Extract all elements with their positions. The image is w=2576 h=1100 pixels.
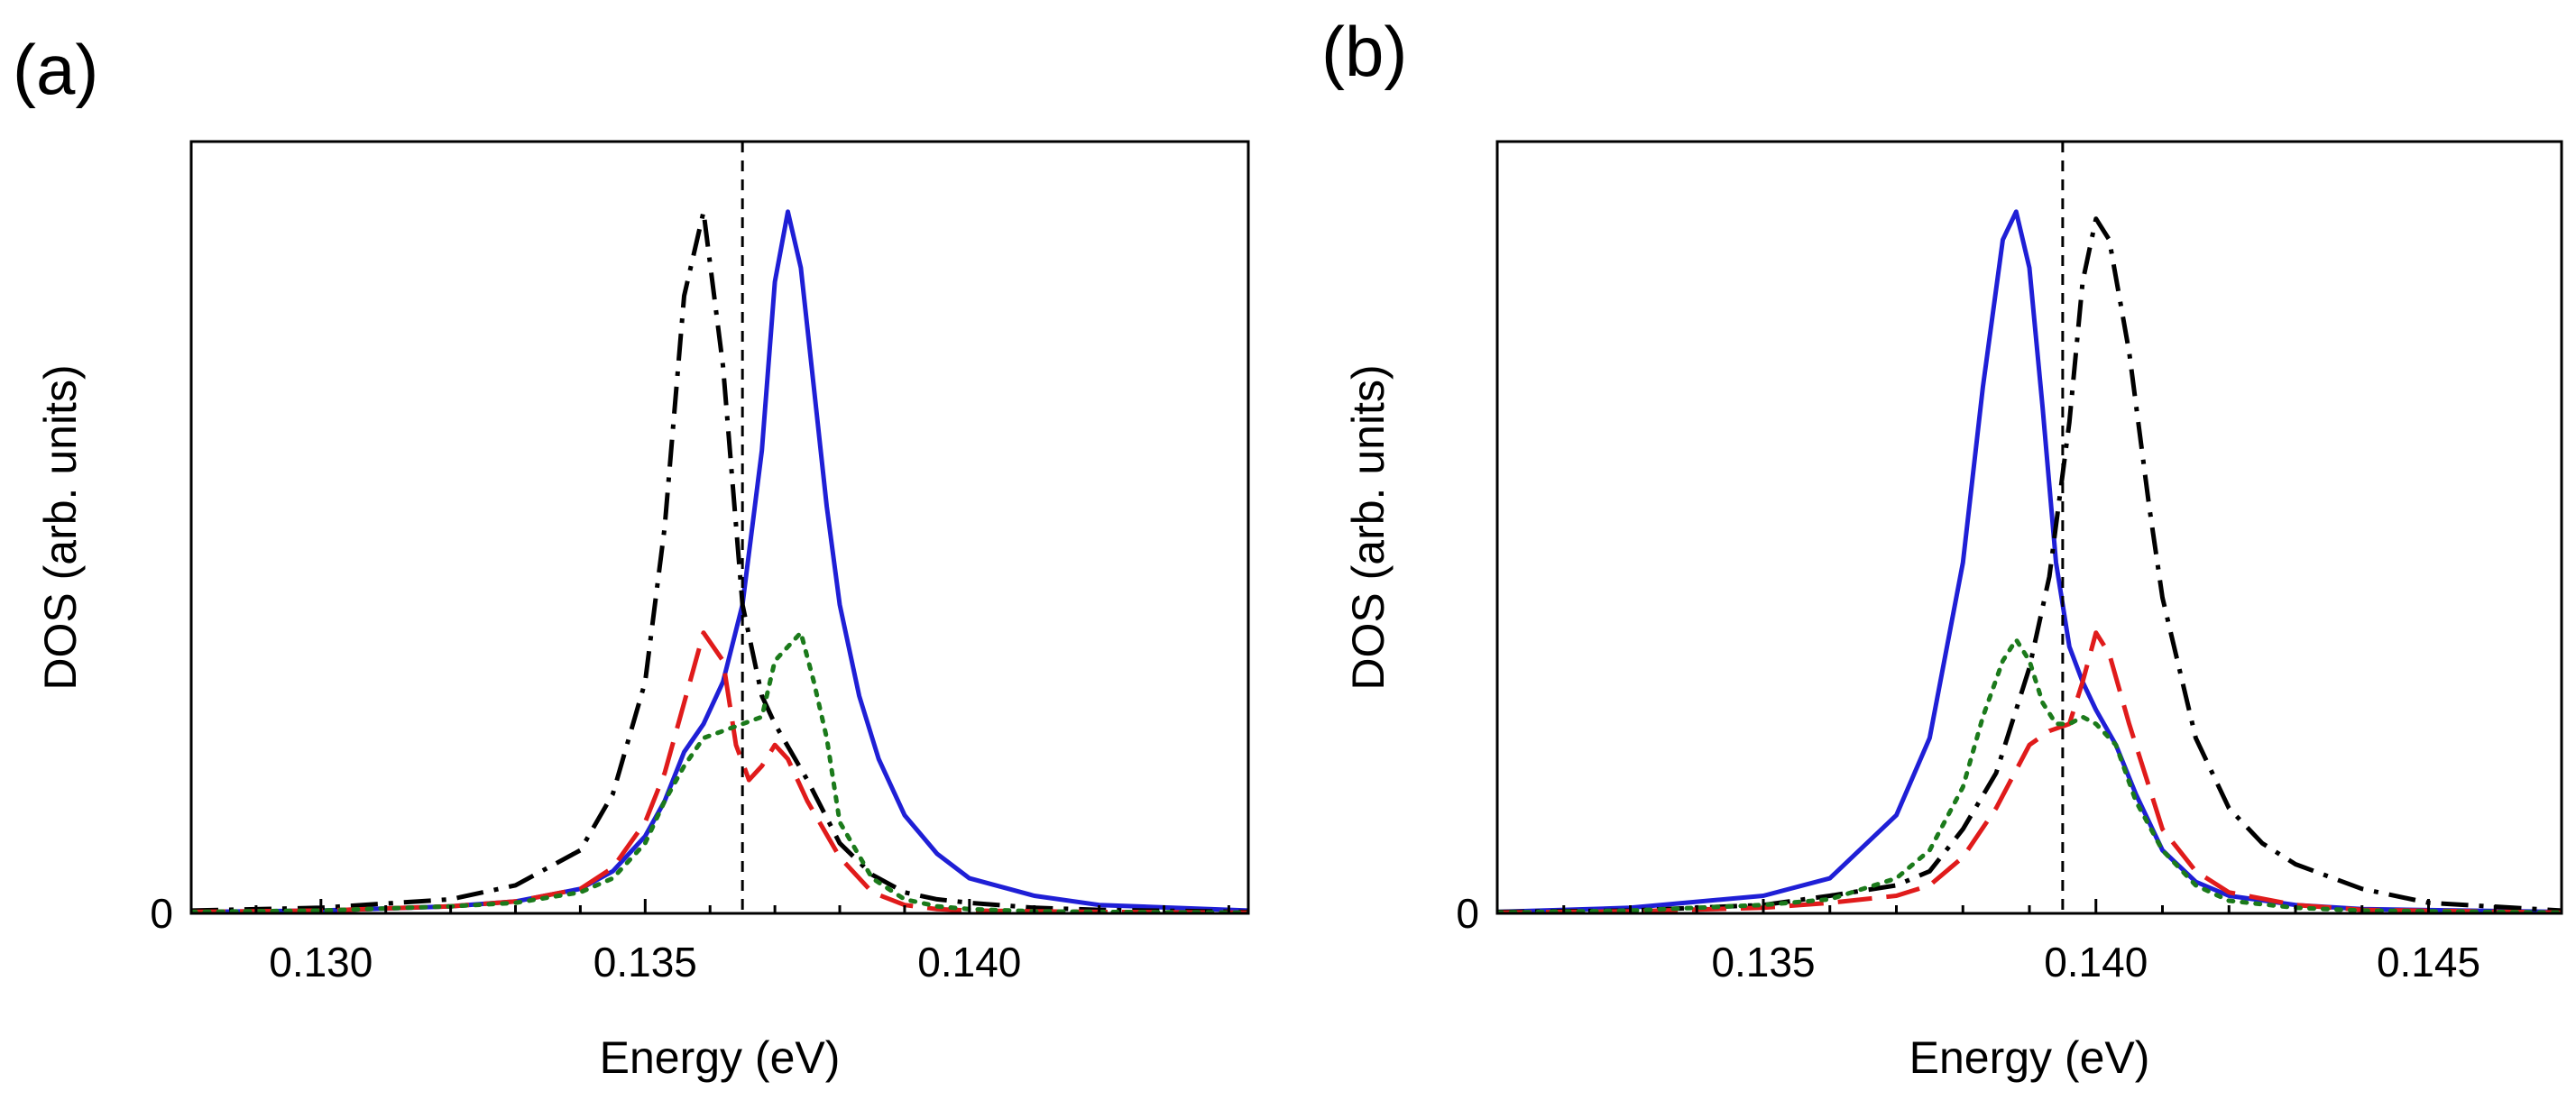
y-axis-title: DOS (arb. units) (1343, 364, 1394, 690)
x-axis-title: Energy (eV) (1909, 1032, 2150, 1083)
x-tick-label: 0.135 (1711, 939, 1815, 985)
panel-a: (a) 0.130 0.135 0.140 0 Energy (eV) DOS (arb. … (13, 30, 1250, 1083)
series-line-blue-solid (1497, 209, 2562, 913)
panel-label: (a) (13, 30, 98, 109)
series-line-blue-solid (191, 209, 1248, 913)
panel-label: (b) (1321, 12, 1407, 91)
x-tick-label: 0.135 (593, 939, 697, 985)
x-axis-title: Energy (eV) (600, 1032, 841, 1083)
y-tick-label: 0 (1456, 890, 1479, 937)
y-axis-title: DOS (arb. units) (35, 364, 86, 690)
panel-b: (b) 0.135 0.140 0.145 0 Energy (eV) DOS (arb. … (1321, 12, 2563, 1083)
series-line-black-dashdot (1497, 216, 2562, 913)
series-group (1497, 209, 2562, 913)
y-tick-label: 0 (150, 890, 173, 937)
series-line-black-dashdot (191, 209, 1248, 913)
series-line-green-dotted (191, 630, 1248, 913)
plot-frame (1495, 140, 2563, 915)
x-tick-label: 0.140 (2044, 939, 2148, 985)
x-tick-label: 0.130 (269, 939, 373, 985)
series-line-red-dashed (191, 630, 1248, 913)
x-tick-label: 0.145 (2377, 939, 2480, 985)
plot-frame (189, 140, 1250, 915)
x-tick-label: 0.140 (917, 939, 1021, 985)
series-group (191, 209, 1248, 913)
series-line-red-dashed (1497, 630, 2562, 913)
series-line-green-dotted (1497, 637, 2562, 913)
